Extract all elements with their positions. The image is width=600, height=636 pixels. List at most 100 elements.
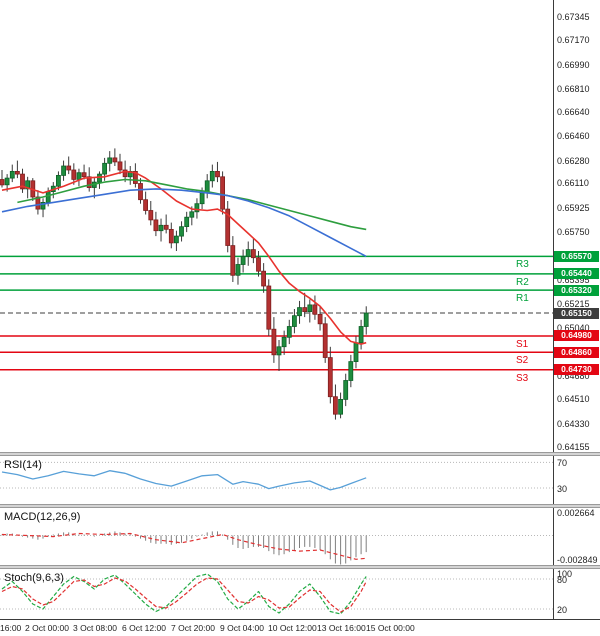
candle-body [220, 176, 226, 210]
candle-body [250, 249, 256, 259]
candle-body [122, 169, 128, 178]
candle-body [148, 210, 154, 221]
candle-body [194, 203, 200, 213]
price-badge-current-price: 0.65150 [554, 308, 599, 319]
level-label-s3: S3 [516, 373, 529, 384]
price-badge-r2: 0.65440 [554, 268, 599, 279]
price-badge-s2: 0.64860 [554, 347, 599, 358]
candle-body [256, 257, 261, 272]
candle-body [189, 211, 195, 218]
price-axis-label: 0.67170 [557, 35, 590, 45]
price-axis-label: 0.65395 [557, 275, 590, 285]
candle-body [20, 173, 25, 190]
candle-body [230, 245, 236, 276]
time-axis[interactable]: 16:00 2 Oct 00:00 3 Oct 08:00 6 Oct 12:00 7 … [0, 619, 600, 636]
price-axis-label: 0.66810 [557, 84, 590, 94]
level-label-r2: R2 [516, 277, 529, 288]
candle-body [107, 157, 113, 164]
stoch-axis: 100 80 20 [554, 569, 600, 619]
candle-body [61, 165, 66, 176]
candle-body [297, 307, 302, 317]
rsi-panel-plot[interactable]: RSI(14) [0, 456, 554, 504]
price-chart-row: R3 R2 R1 S1 S2 S3 0.67345 0.67170 0.66990 0.6681… [0, 0, 600, 452]
candle-body [40, 201, 46, 210]
macd-label: MACD(12,26,9) [4, 511, 81, 523]
candle-body [81, 172, 87, 178]
stoch-k-line [1, 573, 367, 615]
stoch-d-line [1, 577, 367, 613]
price-axis-label: 0.66990 [557, 60, 590, 70]
price-chart-plot[interactable]: R3 R2 R1 S1 S2 S3 [0, 0, 554, 452]
macd-histogram [1, 531, 367, 565]
level-label-s1: S1 [516, 339, 529, 350]
candle-body [173, 235, 179, 244]
time-axis-label: 2 Oct 00:00 [25, 623, 69, 633]
candle-body [215, 170, 220, 178]
level-label-r1: R1 [516, 293, 529, 304]
candle-body [184, 216, 190, 227]
panel-divider[interactable] [0, 504, 600, 508]
candle-body [240, 255, 246, 265]
stoch-panel-plot[interactable]: Stoch(9,6,3) [0, 569, 554, 619]
candle-body [332, 396, 338, 415]
time-axis-label: 9 Oct 04:00 [220, 623, 264, 633]
indicator-axis-label: 80 [557, 575, 568, 585]
price-axis-label: 0.64330 [557, 419, 590, 429]
candle-body [102, 162, 107, 175]
candle-body [143, 199, 149, 211]
indicator-axis-label: 20 [557, 605, 568, 615]
candle-body [338, 398, 344, 415]
time-axis-label: 15 Oct 00:00 [366, 623, 415, 633]
candle-body [45, 191, 51, 203]
candle-body [307, 304, 313, 312]
candle-body [25, 180, 31, 190]
price-badge-r3: 0.65570 [554, 251, 599, 262]
rsi-axis: 70 30 [554, 456, 600, 504]
candle-body [343, 380, 349, 400]
candle-body [199, 192, 205, 205]
panel-divider[interactable] [0, 565, 600, 569]
candle-body [132, 170, 138, 184]
price-chart-canvas [0, 148, 553, 420]
candle-body [179, 226, 184, 237]
candle-body [348, 361, 354, 381]
indicator-axis-label: 0.002664 [557, 508, 595, 518]
candle-body [235, 264, 241, 276]
candle-body [225, 208, 231, 246]
candle-body [322, 323, 328, 358]
macd-panel-plot[interactable]: MACD(12,26,9) [0, 508, 554, 565]
candle-body [76, 172, 82, 180]
time-axis-label: 13 Oct 16:00 [317, 623, 366, 633]
price-badge-r1: 0.65320 [554, 285, 599, 296]
stoch-canvas [0, 573, 553, 615]
candle-body [317, 313, 323, 325]
price-axis-label: 0.66460 [557, 131, 590, 141]
candle-body [4, 177, 10, 186]
candle-body [163, 224, 169, 230]
price-axis[interactable]: 0.67345 0.67170 0.66990 0.66810 0.66640 0.664… [554, 0, 600, 452]
candle-body [358, 326, 364, 344]
level-label-r3: R3 [516, 259, 529, 270]
stoch-label: Stoch(9,6,3) [4, 572, 64, 584]
price-axis-label: 0.65750 [557, 227, 590, 237]
candle-body [112, 157, 118, 163]
candle-body [266, 285, 272, 330]
price-axis-label: 0.64680 [557, 371, 590, 381]
time-axis-label: 10 Oct 12:00 [268, 623, 317, 633]
candle-body [245, 249, 251, 257]
price-badge-s3: 0.64730 [554, 364, 599, 375]
stoch-panel-row: Stoch(9,6,3) 100 80 20 [0, 569, 600, 619]
candlesticks [0, 148, 369, 420]
panel-divider[interactable] [0, 452, 600, 456]
macd-signal-line [1, 532, 367, 560]
rsi-canvas [0, 461, 553, 491]
time-axis-label: 16:00 [0, 623, 22, 633]
candle-body [353, 342, 359, 363]
candle-body [158, 224, 164, 232]
candle-body [66, 165, 72, 171]
price-axis-label: 0.65925 [557, 203, 590, 213]
candle-body [97, 173, 102, 183]
candle-body [168, 228, 174, 244]
candle-body [14, 170, 20, 175]
